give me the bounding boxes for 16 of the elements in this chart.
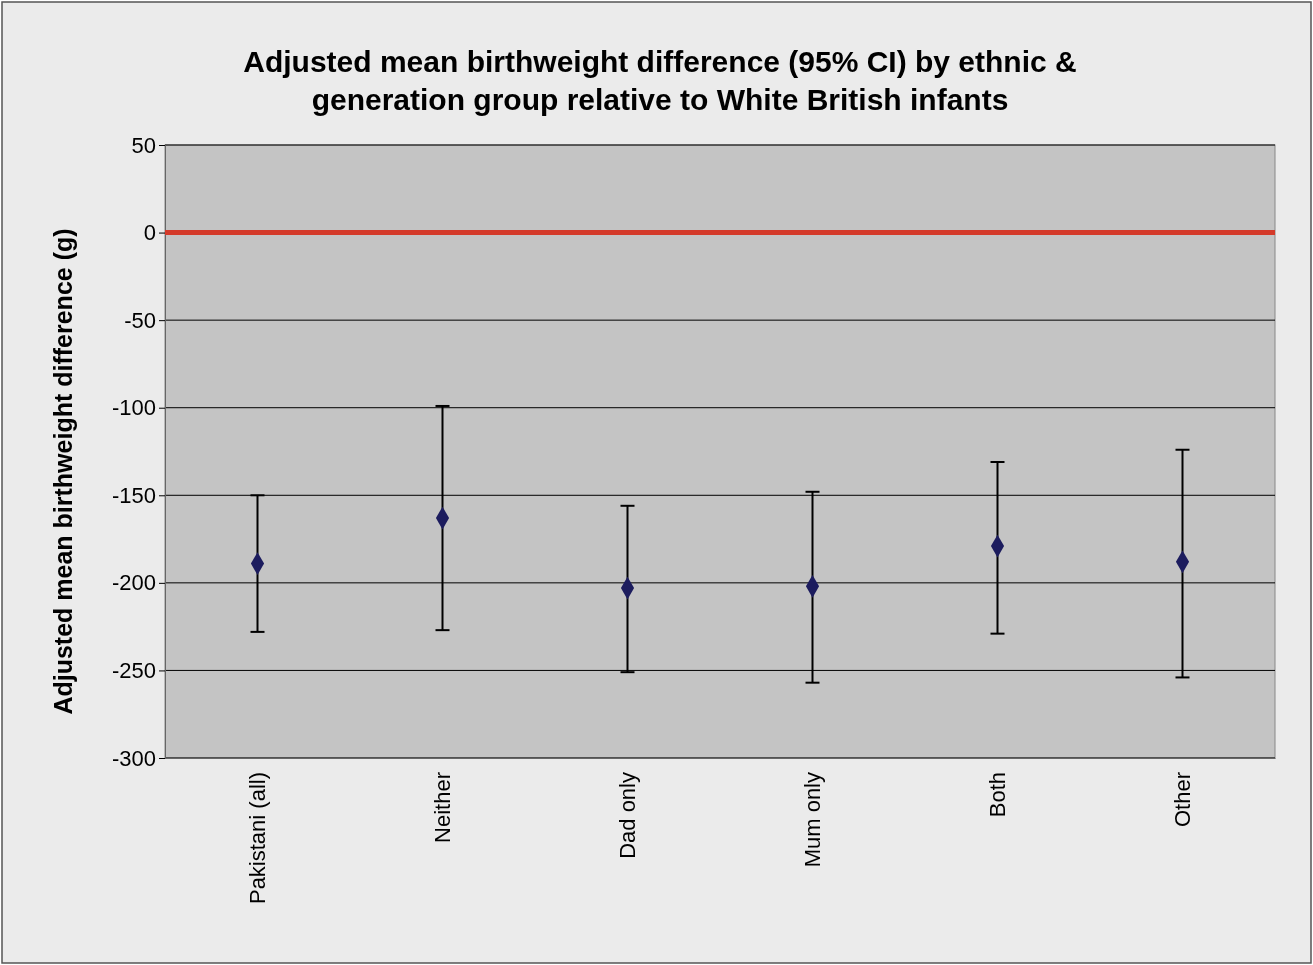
x-tick-label: Other: [1170, 772, 1196, 828]
x-tick-label: Pakistani (all): [245, 772, 271, 905]
x-tick-label: Dad only: [615, 772, 641, 859]
x-tick-label: Mum only: [800, 772, 826, 868]
x-tick-label: Both: [985, 772, 1011, 818]
y-tick-label: -300: [111, 745, 156, 771]
y-tick-label: -100: [111, 395, 156, 421]
y-tick-label: -150: [111, 482, 156, 508]
y-tick-label: 50: [131, 132, 156, 158]
chart-title: Adjusted mean birthweight difference (95% CI) by ethnic & generation group relative to White British infants: [243, 45, 1077, 116]
y-tick-label: 0: [143, 220, 156, 246]
y-tick-label: -200: [111, 570, 156, 596]
x-tick-label: Neither: [430, 772, 456, 843]
y-axis-title: Adjusted mean birthweight difference (g): [49, 228, 77, 715]
y-tick-label: -250: [111, 657, 156, 683]
y-tick-label: -50: [124, 307, 156, 333]
